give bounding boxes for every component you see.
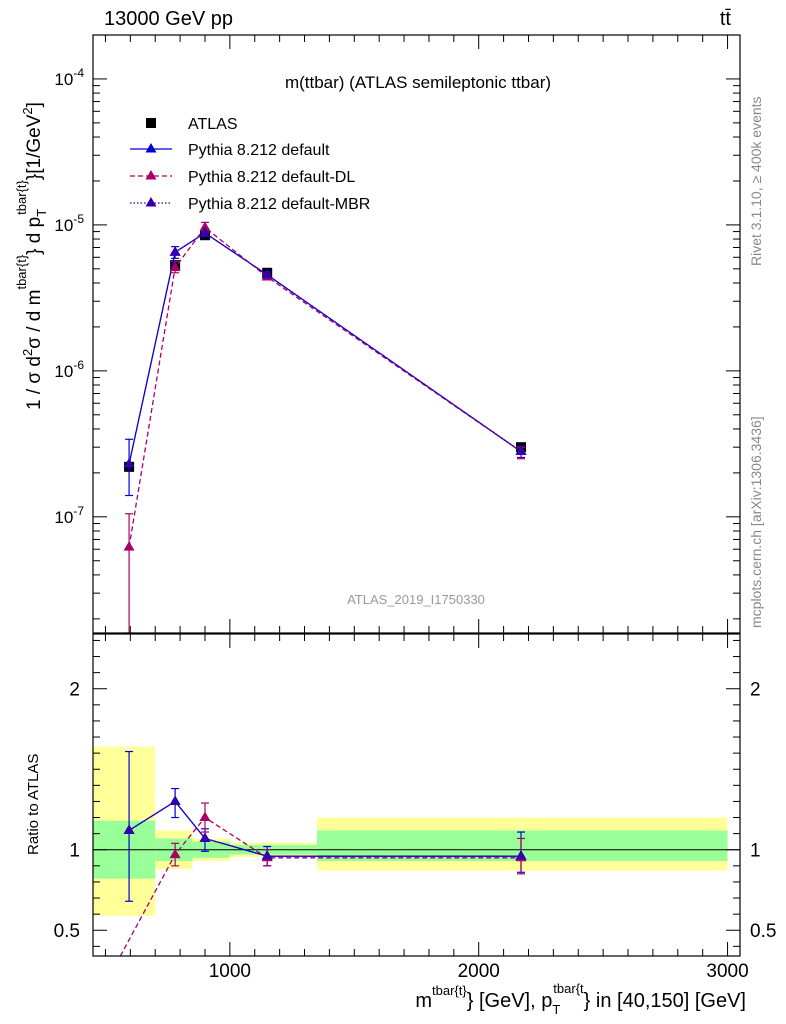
ratio-ytick-label-left-2: 2 xyxy=(69,680,80,701)
legend-label-dl: Pythia 8.212 default-DL xyxy=(188,169,355,186)
pythia-8-212-default-mbr-ratio-point-3 xyxy=(261,850,273,860)
x-tick-labels: 1000 2000 3000 xyxy=(209,961,749,982)
xtick-label-1: 2000 xyxy=(458,961,500,982)
ratio-y-tick-labels: 0.5 0.5 1 1 2 2 xyxy=(54,680,777,943)
pythia-8-212-default-mbr-line xyxy=(128,232,522,465)
x-axis-label: mtbar{t}} [GeV], pTtbar{t} in [40,150] [… xyxy=(415,981,746,1017)
legend-marker-atlas xyxy=(146,118,156,128)
collision-label: 13000 GeV pp xyxy=(104,8,233,30)
pythia-8-212-default-dl-line xyxy=(128,226,522,548)
legend-label-default: Pythia 8.212 default xyxy=(188,142,330,159)
pythia-8-212-default-dl-ratio-point-0 xyxy=(169,848,181,859)
ratio-frame xyxy=(92,633,741,957)
legend: ATLAS Pythia 8.212 default Pythia 8.212 … xyxy=(130,116,370,213)
legend-marker-dl xyxy=(145,170,157,180)
process-label: tt̄ xyxy=(720,8,732,30)
pythia-8-212-default-mbr-ratio-point-1 xyxy=(169,795,181,805)
main-ytick-label-0: 10-7 xyxy=(54,504,84,527)
pythia-8-212-default-mbr-point-4 xyxy=(515,445,527,456)
main-frame xyxy=(92,34,741,634)
legend-label-mbr: Pythia 8.212 default-MBR xyxy=(188,196,370,213)
xtick-label-2: 3000 xyxy=(706,961,748,982)
ratio-ytick-label-left-1: 1 xyxy=(69,841,80,862)
pythia-8-212-default-dl-point-0 xyxy=(123,541,135,551)
axis-ticks xyxy=(93,34,740,956)
ratio-ytick-label-left-0: 0.5 xyxy=(54,921,80,942)
ratio-ytick-label-right-2: 2 xyxy=(750,680,761,701)
legend-label-atlas: ATLAS xyxy=(188,116,238,133)
chart-title: m(ttbar) (ATLAS semileptonic ttbar) xyxy=(285,73,551,92)
pythia-8-212-default-mbr-point-1 xyxy=(169,246,181,256)
xtick-label-0: 1000 xyxy=(209,961,251,982)
ratio-plot-data xyxy=(119,750,527,956)
main-y-tick-labels: 10-7 10-6 10-5 10-4 xyxy=(54,66,84,527)
pythia-8-212-default-dl-point-1 xyxy=(169,261,181,272)
main-ytick-label-3: 10-4 xyxy=(54,66,84,89)
analysis-watermark: ATLAS_2019_I1750330 xyxy=(347,592,485,607)
mcplots-label: mcplots.cern.ch [arXiv:1306.3436] xyxy=(748,416,764,628)
rivet-version-label: Rivet 3.1.10, ≥ 400k events xyxy=(748,96,764,266)
pythia-8-212-default-mbr-point-0 xyxy=(123,458,135,468)
pythia-8-212-default-mbr-ratio-point-0 xyxy=(123,824,135,834)
pythia-8-212-default-mbr-ratio-point-4 xyxy=(515,850,527,860)
pythia-8-212-default-mbr-ratio-point-2 xyxy=(199,832,211,842)
legend-marker-mbr xyxy=(145,197,157,207)
main-y-axis-label: 1 / σ d2σ / d mtbar{t}} d pTtbar{t}}[1/G… xyxy=(14,102,49,410)
legend-marker-default xyxy=(145,143,157,153)
pythia-8-212-default-mbr-point-2 xyxy=(199,227,211,237)
ratio-y-axis-label: Ratio to ATLAS xyxy=(25,754,42,855)
pythia-8-212-default-dl-point-2 xyxy=(199,221,211,231)
pythia-8-212-default-mbr-point-3 xyxy=(261,268,273,279)
main-plot-data xyxy=(123,221,527,633)
ratio-ytick-label-right-0: 0.5 xyxy=(750,921,776,942)
pythia-8-212-default-line xyxy=(128,232,522,465)
ratio-uncertainty-bands xyxy=(93,746,728,916)
pythia-8-212-default-dl-ratio-point-1 xyxy=(199,811,211,822)
main-ytick-label-2: 10-5 xyxy=(54,212,84,235)
ratio-ytick-label-right-1: 1 xyxy=(750,841,761,862)
main-ytick-label-1: 10-6 xyxy=(54,358,84,381)
